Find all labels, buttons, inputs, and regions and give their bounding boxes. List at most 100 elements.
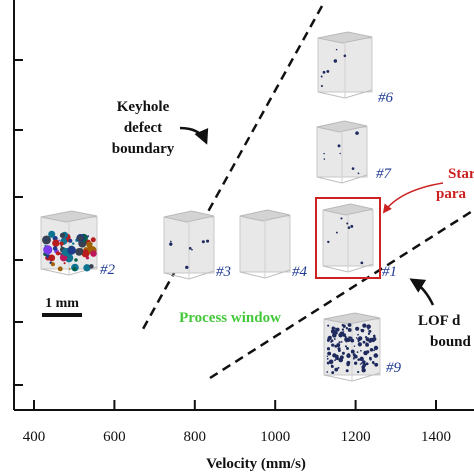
sample-9-pore — [365, 342, 370, 347]
sample-9-pore — [365, 337, 370, 342]
sample-2-pore — [68, 238, 73, 243]
lof-label-line-1: bound — [430, 334, 472, 350]
sample-2-pore — [81, 249, 90, 258]
sample-2-pore — [90, 250, 97, 257]
sample-3-pore — [206, 239, 210, 243]
sample-6-pore — [333, 59, 338, 63]
sample-2-pore — [72, 242, 75, 245]
process-window-label: Process window — [179, 310, 281, 326]
sample-9-top — [323, 312, 381, 325]
sample-9-pore — [359, 349, 362, 352]
sample-9-pore — [342, 324, 346, 328]
sample-9-pore — [353, 361, 358, 365]
sample-9-pore — [333, 338, 336, 340]
sample-2-pore — [87, 235, 90, 238]
sample-9-pore — [341, 328, 345, 331]
sample-1-top — [322, 203, 374, 216]
sample-9-pore — [344, 345, 347, 348]
sample-9-pore — [330, 339, 334, 343]
sample-2-pore — [48, 254, 56, 262]
sample-9-pore — [338, 341, 341, 344]
sample-9-pore — [360, 328, 365, 333]
sample-9-pore — [353, 345, 356, 347]
sample-3-pore — [169, 242, 173, 246]
sample-9-pore — [361, 365, 366, 369]
sample-3-pore — [201, 240, 205, 244]
sample-2-label: #2 — [100, 262, 116, 278]
sample-9-pore — [327, 324, 330, 327]
sample-9-pore — [369, 348, 374, 352]
sample-9-pore — [346, 337, 351, 343]
sample-9-pore — [348, 336, 351, 339]
sample-9-pore — [355, 326, 360, 331]
sample-9-pore — [372, 334, 376, 338]
sample-9-pore — [350, 338, 355, 343]
sample-1-pore — [346, 222, 349, 225]
sample-9-pore — [350, 349, 355, 354]
sample-2-pore — [59, 232, 66, 238]
sample-7-pore — [337, 144, 341, 148]
sample-9-pore — [368, 329, 372, 333]
sample-2: #2 — [40, 210, 116, 278]
sample-9-pore — [360, 362, 363, 365]
sample-9-pore — [334, 354, 339, 359]
sample-6: #6 — [317, 31, 394, 106]
sample-9-pore — [327, 336, 332, 341]
sample-2-pore — [74, 258, 78, 262]
standard-label-line-0: Star — [448, 166, 474, 182]
standard-label-line-1: para — [436, 186, 467, 202]
sample-2-pore — [55, 251, 61, 256]
sample-9-pore — [362, 360, 366, 364]
sample-9: #9 — [323, 312, 402, 382]
sample-1-pore — [327, 240, 330, 244]
x-tick-label-1400: 1400 — [421, 429, 451, 445]
sample-2-pore — [52, 239, 60, 247]
sample-2-pore — [86, 241, 93, 248]
sample-9-pore — [334, 331, 338, 335]
sample-9-pore — [331, 343, 335, 347]
sample-6-pore — [320, 84, 323, 88]
sample-2-pore — [50, 262, 55, 267]
x-axis-label: Velocity (mm/s) — [206, 456, 306, 472]
sample-9-pore — [346, 347, 349, 350]
sample-9-pore — [356, 351, 359, 354]
sample-9-pore — [372, 337, 377, 341]
x-tick-label-800: 800 — [184, 429, 207, 445]
sample-9-pore — [326, 357, 329, 360]
sample-2-top — [40, 210, 98, 223]
lof-arrow — [409, 278, 435, 306]
sample-3-pore — [191, 248, 193, 251]
sample-6-label: #6 — [378, 90, 394, 106]
sample-9-pore — [366, 324, 371, 329]
sample-9-pore — [331, 371, 335, 375]
sample-6-pore — [320, 75, 323, 78]
sample-9-pore — [369, 357, 372, 361]
sample-9-pore — [341, 351, 345, 355]
sample-9-pore — [362, 323, 367, 328]
sample-2-pore — [59, 241, 64, 246]
sample-2-pore — [68, 268, 71, 270]
sample-9-pore — [353, 356, 356, 359]
sample-2-pore — [57, 266, 63, 272]
sample-1-pore — [335, 231, 338, 234]
sample-1-pore — [360, 261, 364, 265]
sample-9-pore — [330, 329, 336, 334]
sample-3-pore — [185, 265, 189, 270]
sample-9-pore — [344, 335, 347, 338]
sample-9-pore — [357, 370, 360, 374]
x-tick-label-600: 600 — [103, 429, 126, 445]
sample-9-pore — [346, 362, 350, 367]
sample-7-pore — [351, 167, 355, 170]
lof-label-line-0: LOF d — [418, 313, 461, 329]
sample-9-pore — [362, 340, 366, 344]
sample-4: #4 — [239, 209, 308, 280]
lof-boundary-line — [209, 208, 474, 380]
sample-9-pore — [359, 363, 362, 365]
keyhole-label-line-0: Keyhole — [117, 99, 170, 115]
sample-2-pore — [43, 245, 53, 255]
sample-9-pore — [371, 361, 375, 364]
sample-9-pore — [337, 347, 341, 351]
sample-1-pore — [340, 217, 343, 220]
sample-9-pore — [359, 356, 364, 362]
x-tick-label-1000: 1000 — [260, 429, 290, 445]
